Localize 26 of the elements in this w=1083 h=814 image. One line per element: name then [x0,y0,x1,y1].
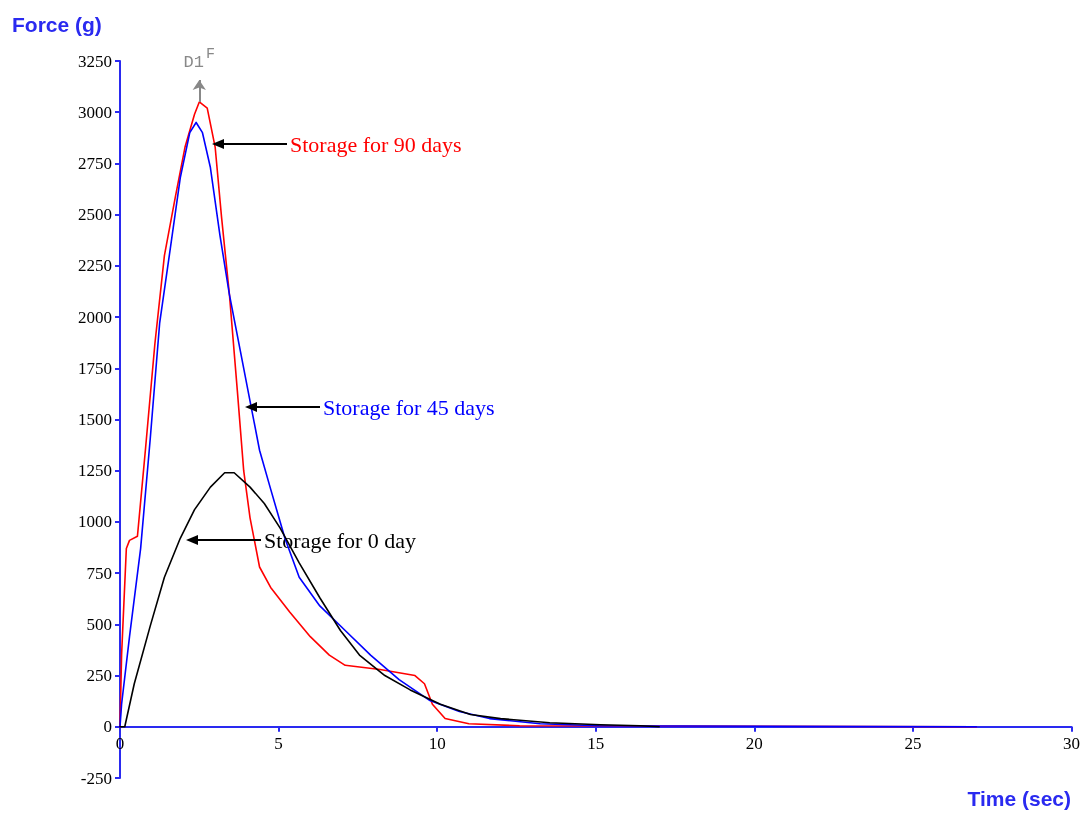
y-tick-label: 2750 [78,153,112,173]
x-tick-label: 5 [274,733,283,753]
x-tick-label: 15 [587,733,605,753]
y-tick-label: 250 [86,666,112,686]
y-axis-title: Force (g) [12,13,102,36]
y-tick-label: 2000 [78,307,112,327]
annotation: Storage for 45 days [323,394,495,420]
y-tick-label: 3000 [78,102,112,122]
x-tick-label: 20 [745,733,763,753]
y-tick-label: 2500 [78,205,112,225]
x-tick-label: 25 [904,733,922,753]
x-tick-label: 30 [1063,733,1080,753]
y-tick-label: 1500 [78,410,112,429]
y-tick-label: 1000 [78,512,112,532]
y-tick-label: 1750 [78,358,112,378]
y-tick-label: -250 [80,768,112,788]
y-tick-label: 0 [103,717,112,737]
y-tick-label: 3250 [78,51,112,71]
x-axis-title: Time (sec) [967,787,1072,810]
y-tick-label: 1250 [78,461,112,481]
line-series [119,471,660,728]
y-tick-label: 500 [86,614,112,634]
y-tick-label: 750 [86,563,112,583]
y-tick-label: 2250 [78,256,112,276]
annotation: Storage for 90 days [290,131,462,157]
x-tick-label: 10 [428,733,446,753]
